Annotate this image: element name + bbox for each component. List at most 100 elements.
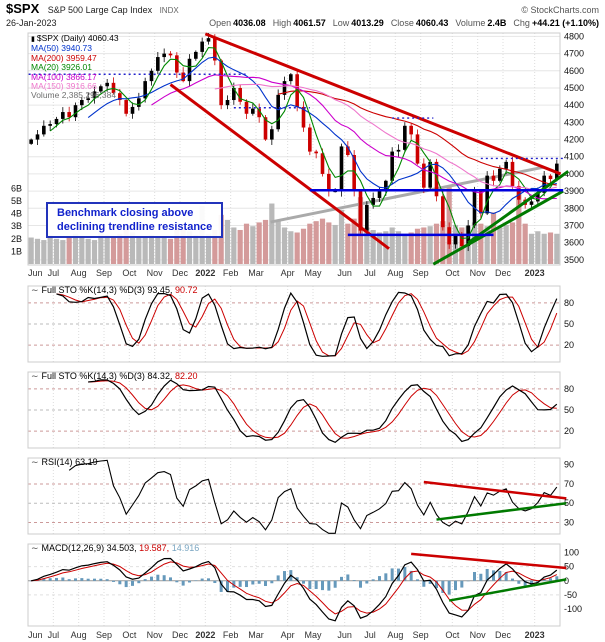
svg-text:4B: 4B [11,209,22,219]
annotation-line1: Benchmark closing above [57,207,194,219]
quote-label: High [272,18,292,28]
svg-text:Sep: Sep [96,268,112,278]
svg-text:30: 30 [564,517,574,527]
legend-item-text: $SPX (Daily) 4060.43 [36,33,119,43]
copyright-label: © StockCharts.com [521,5,599,15]
svg-text:2023: 2023 [525,630,545,640]
sto-slow-d-value: 82.20 [174,371,198,381]
svg-text:Apr: Apr [281,268,295,278]
legend-item: Volume 2,385,296,384 [31,91,119,100]
svg-text:Aug: Aug [71,630,87,640]
svg-text:4800: 4800 [564,31,584,41]
svg-text:Aug: Aug [387,268,403,278]
svg-text:Jun: Jun [337,630,352,640]
rsi-value: 63.19 [75,457,98,467]
quote-label: Chg [513,18,530,28]
indicator-icon: ∼ [31,371,39,381]
svg-text:20: 20 [564,426,574,436]
svg-text:Jul: Jul [48,268,60,278]
svg-text:3800: 3800 [564,203,584,213]
legend-item: MA(200) 3959.47 [31,52,119,63]
svg-text:4100: 4100 [564,152,584,162]
svg-text:50: 50 [564,319,574,329]
svg-text:90: 90 [564,460,574,470]
legend-item: MA(20) 3926.01 [31,63,119,72]
svg-text:Dec: Dec [172,630,189,640]
sto-fast-legend: ∼ Full STO %K(14,3) %D(3) 93.45, 90.72 [31,285,198,296]
quote-label: Volume [455,18,486,28]
chart-area: 3500 3600 3700 3800 3900 4000 4100 4200 4300 4400… [0,30,605,642]
svg-text:Oct: Oct [122,630,137,640]
sto-slow-label: Full STO %K(14,3) %D(3) [41,371,145,381]
svg-text:Oct: Oct [445,630,460,640]
svg-text:3B: 3B [11,221,22,231]
macd-label: MACD(12,26,9) [41,543,105,553]
svg-text:Jul: Jul [364,268,376,278]
legend-item-text: MA(150) 3916.66 [31,81,97,92]
svg-text:Mar: Mar [248,268,264,278]
sto-fast-d-value: 90.72 [174,285,198,295]
svg-text:50: 50 [564,562,574,572]
svg-text:Jun: Jun [28,268,43,278]
svg-text:Dec: Dec [172,268,189,278]
legend-item: MA(100) 3866.17 [31,72,119,82]
svg-text:2022: 2022 [195,630,215,640]
sto-fast-k-value: 93.45, [147,285,173,295]
svg-text:Nov: Nov [470,268,487,278]
index-name: S&P 500 Large Cap Index [47,5,153,15]
chart-header: $SPX S&P 500 Large Cap Index INDX © Stoc… [0,0,605,30]
svg-text:4400: 4400 [564,100,584,110]
svg-text:50: 50 [564,498,574,508]
svg-text:Jul: Jul [364,630,376,640]
svg-text:Mar: Mar [248,630,264,640]
legend-item: MA(50) 3940.73 [31,44,119,53]
annotation-line2: declining trendline resistance [57,221,213,233]
sto-fast-label: Full STO %K(14,3) %D(3) [41,285,145,295]
quote-label: Close [390,18,414,28]
legend-item-text: MA(200) 3959.47 [31,52,97,63]
svg-text:4200: 4200 [564,135,584,145]
legend-item: MA(150) 3916.66 [31,81,119,92]
svg-text:Oct: Oct [122,268,137,278]
quote-value: 4060.43 [415,18,449,28]
legend-item-text: MA(50) 3940.73 [31,43,92,54]
svg-text:4600: 4600 [564,66,584,76]
macd-hist-value: 14.916 [171,543,200,553]
sto-slow-k-value: 84.32, [147,371,173,381]
quote-value: +44.21 (+1.10%) [531,18,599,28]
quote-label: Low [332,18,350,28]
svg-text:Feb: Feb [223,268,239,278]
quote-value: 2.4B [487,18,507,28]
svg-text:Dec: Dec [495,268,512,278]
rsi-label: RSI(14) [41,457,73,467]
macd-signal-value: 19.587, [139,543,170,553]
svg-text:-100: -100 [564,604,582,614]
svg-text:May: May [304,630,322,640]
quote-value: 4061.57 [293,18,326,28]
svg-text:Nov: Nov [147,268,164,278]
indicator-icon: ∼ [31,543,39,553]
svg-text:50: 50 [564,405,574,415]
svg-text:Feb: Feb [223,630,239,640]
svg-text:Aug: Aug [71,268,87,278]
price-legend: ▮ $SPX (Daily) 4060.43 MA(50) 3940.73 MA(20… [31,33,119,101]
svg-text:4000: 4000 [564,169,584,179]
ohlc-quote-row: Open 4036.08 High 4061.57 Low 4013.29 Close 406… [202,17,599,30]
indicator-icon: ∼ [31,457,39,467]
svg-text:70: 70 [564,479,574,489]
svg-text:Sep: Sep [96,630,112,640]
svg-text:Apr: Apr [281,630,295,640]
sto-slow-legend: ∼ Full STO %K(14,3) %D(3) 84.32, 82.20 [31,371,198,382]
macd-value: 34.503, [106,543,137,553]
svg-text:6B: 6B [11,183,22,193]
svg-text:1B: 1B [11,246,22,256]
candlestick-icon: ▮ [31,36,35,43]
svg-text:Nov: Nov [470,630,487,640]
legend-item: ▮ $SPX (Daily) 4060.43 [31,33,119,44]
legend-item-text: Volume 2,385,296,384 [31,90,117,101]
svg-text:Dec: Dec [495,630,512,640]
legend-item-text: MA(20) 3926.01 [31,62,92,73]
svg-text:3900: 3900 [564,186,584,196]
svg-text:Nov: Nov [147,630,164,640]
